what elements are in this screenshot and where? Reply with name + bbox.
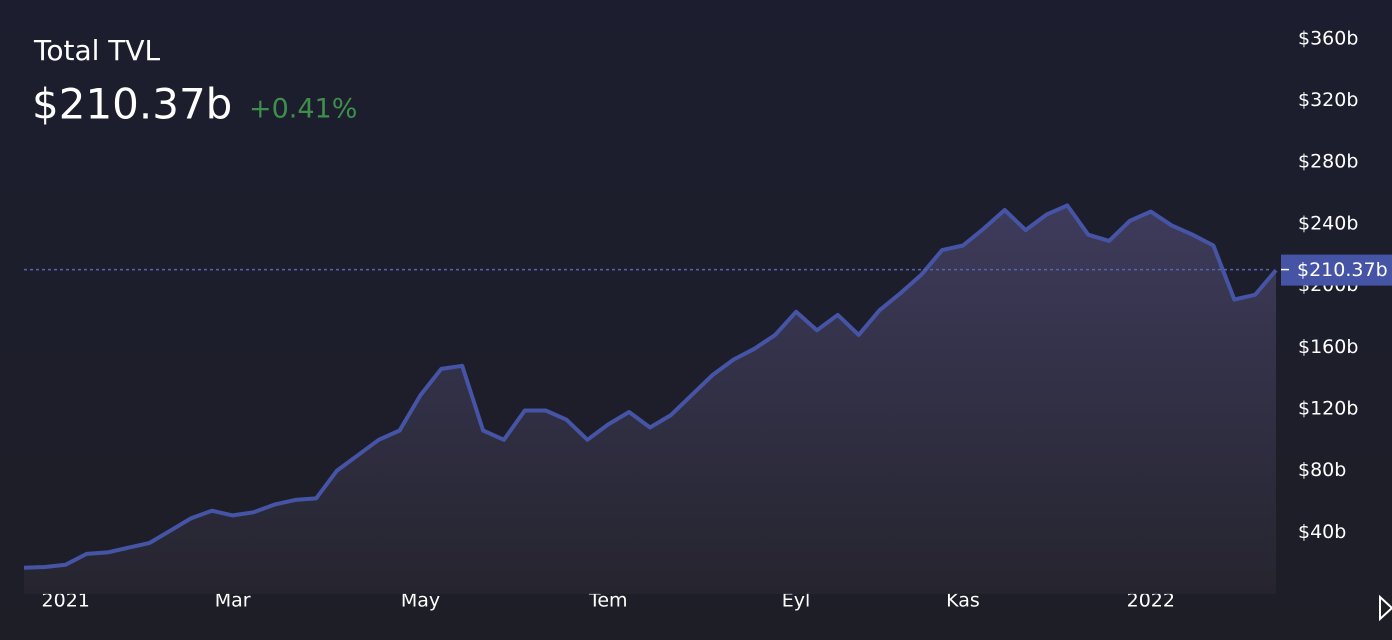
y-tick-label: $240b	[1298, 212, 1358, 234]
current-value: $210.37b	[32, 80, 232, 129]
x-tick-label: Tem	[588, 590, 628, 612]
y-tick-label: $360b	[1298, 27, 1358, 49]
plot: $40b$80b$120b$160b$200b$240b$280b$320b$3…	[23, 27, 1392, 612]
y-tick-label: $280b	[1298, 151, 1358, 173]
y-tick-label: $160b	[1298, 336, 1358, 358]
x-tick-label: Mar	[215, 590, 251, 612]
line	[23, 203, 1278, 570]
y-tick-label: $40b	[1298, 521, 1346, 543]
x-tick-label: 2021	[42, 590, 90, 612]
x-tick-label: May	[401, 590, 440, 612]
chart-title: Total TVL	[33, 34, 161, 67]
x-tick-label: Kas	[946, 590, 980, 612]
area	[24, 205, 1276, 594]
x-tick-label: Eyl	[782, 590, 811, 612]
play-icon[interactable]	[1379, 594, 1392, 622]
current-label: $210.37b	[1297, 259, 1388, 281]
change: +0.41%	[249, 94, 357, 125]
current-marker	[1281, 254, 1392, 286]
y-tick-label: $320b	[1298, 89, 1358, 111]
y-tick-label: $80b	[1298, 459, 1346, 481]
x-tick-label: 2022	[1127, 590, 1175, 612]
y-tick-label: $120b	[1298, 397, 1358, 419]
